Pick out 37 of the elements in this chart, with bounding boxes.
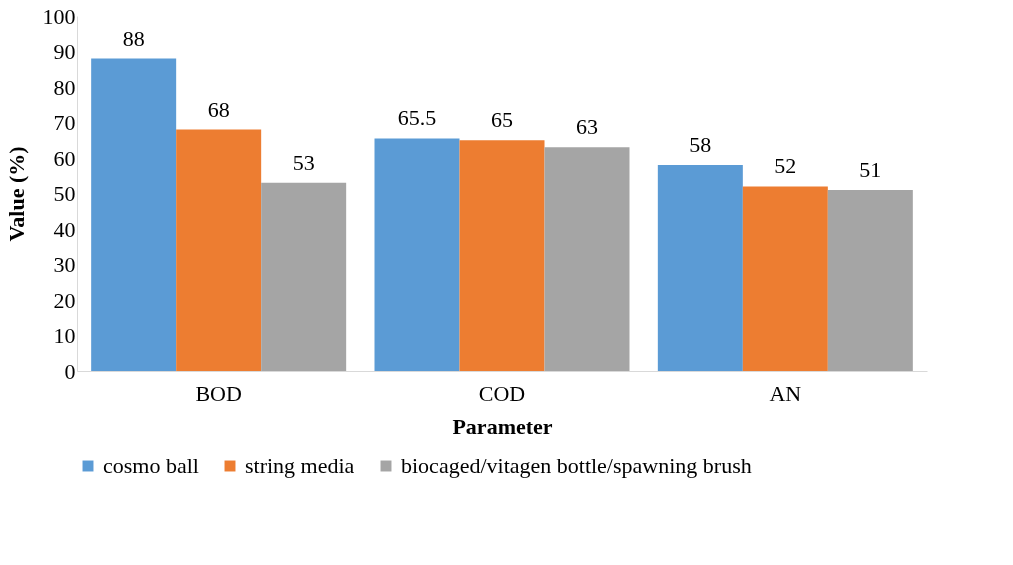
data-label: 52: [774, 153, 797, 179]
y-tick-label: 70: [53, 110, 76, 135]
data-label: 58: [689, 132, 712, 158]
y-axis-title: Value (%): [3, 146, 29, 242]
y-tick-label: 60: [53, 145, 76, 171]
y-tick-label: 20: [53, 287, 76, 313]
legend-label: biocaged/vitagen bottle/spawning brush: [401, 453, 752, 478]
data-label: 65: [491, 107, 513, 133]
data-label: 53: [292, 149, 315, 175]
x-tick-label: COD: [478, 380, 526, 406]
data-label: 65.5: [397, 105, 437, 131]
data-label: 51: [859, 156, 882, 182]
bar: [374, 138, 460, 371]
y-tick-label: 40: [53, 216, 76, 242]
bar: [176, 129, 262, 371]
bar: [827, 189, 913, 371]
y-tick-label: 50: [53, 181, 76, 206]
data-label: 88: [122, 25, 145, 51]
y-tick-label: 30: [53, 252, 76, 277]
y-tick-label: 100: [42, 3, 76, 29]
legend-label: string media: [245, 453, 355, 478]
data-label: 63: [576, 114, 598, 140]
bar: [742, 186, 828, 371]
bar: [544, 147, 630, 371]
y-tick-label: 0: [64, 358, 76, 384]
bar: [657, 165, 743, 371]
y-tick-label: 90: [53, 39, 76, 64]
bar: [459, 140, 545, 371]
bar: [91, 58, 177, 371]
legend-label: cosmo ball: [103, 453, 199, 478]
y-tick-label: 80: [53, 74, 76, 100]
x-tick-label: AN: [769, 380, 802, 406]
x-tick-label: BOD: [195, 380, 242, 406]
x-axis-title: Parameter: [452, 413, 553, 439]
bar: [261, 182, 347, 371]
y-tick-label: 10: [53, 323, 76, 348]
data-label: 68: [207, 96, 230, 122]
